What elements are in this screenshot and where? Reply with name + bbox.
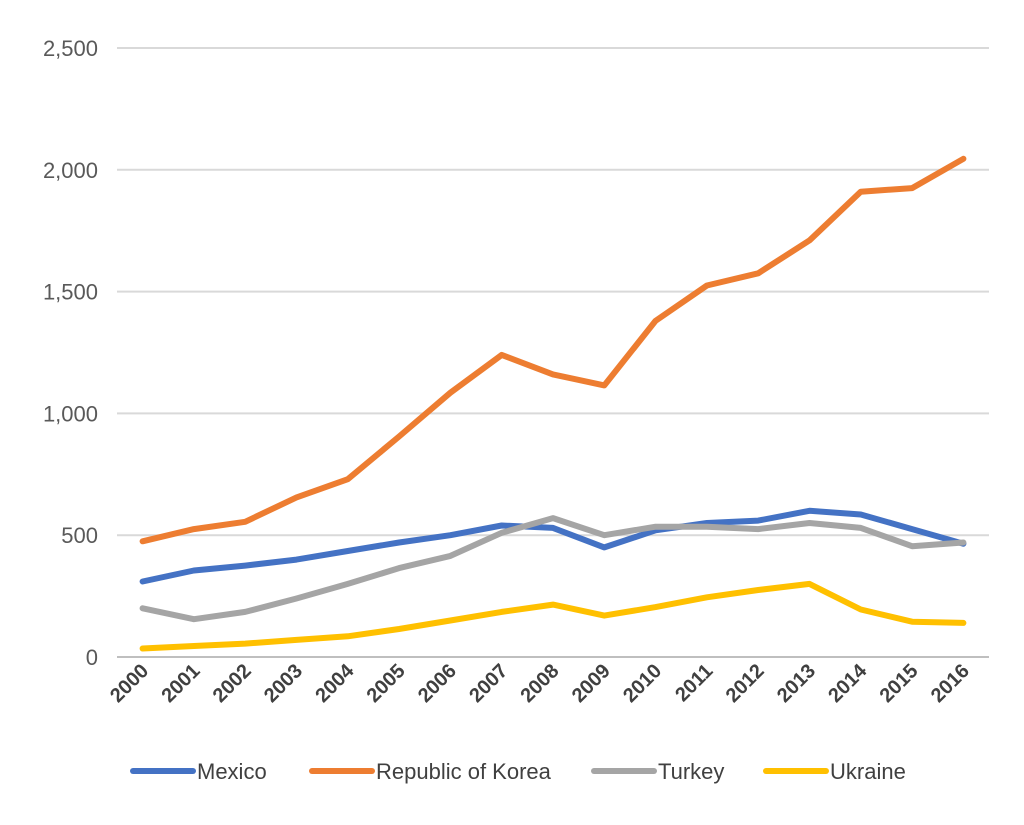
x-tick-label: 2012 bbox=[722, 660, 769, 707]
x-tick-label: 2013 bbox=[773, 660, 820, 707]
x-tick-label: 2009 bbox=[568, 660, 615, 707]
x-tick-label: 2007 bbox=[465, 660, 512, 707]
x-tick-label: 2001 bbox=[157, 660, 204, 707]
series-line-mexico bbox=[139, 507, 967, 585]
x-tick-label: 2003 bbox=[260, 660, 307, 707]
x-tick-label: 2005 bbox=[363, 660, 410, 707]
legend-label-ukraine: Ukraine bbox=[830, 759, 906, 784]
legend-label-turkey: Turkey bbox=[658, 759, 724, 784]
x-tick-label: 2002 bbox=[209, 660, 256, 707]
series-line-turkey bbox=[139, 515, 967, 623]
grid-lines bbox=[117, 47, 989, 658]
x-tick-label: 2016 bbox=[927, 660, 974, 707]
series-line-ukraine bbox=[139, 580, 967, 652]
y-tick-label: 2,000 bbox=[43, 158, 98, 183]
x-tick-label: 2014 bbox=[824, 659, 872, 707]
legend-label-republic-of-korea: Republic of Korea bbox=[376, 759, 552, 784]
x-tick-label: 2008 bbox=[517, 660, 564, 707]
series-lines bbox=[139, 155, 967, 652]
y-tick-label: 1,000 bbox=[43, 401, 98, 426]
x-tick-label: 2006 bbox=[414, 660, 461, 707]
x-tick-label: 2010 bbox=[619, 660, 666, 707]
x-tick-label: 2004 bbox=[311, 659, 359, 707]
x-tick-label: 2000 bbox=[106, 660, 153, 707]
y-tick-label: 1,500 bbox=[43, 280, 98, 305]
y-axis-ticks: 0 500 1,000 1,500 2,000 2,500 bbox=[43, 36, 98, 670]
y-tick-label: 2,500 bbox=[43, 36, 98, 61]
x-axis-ticks: 2000 2001 2002 2003 2004 2005 2006 2007 2008 2009… bbox=[106, 659, 974, 707]
x-tick-label: 2011 bbox=[671, 660, 717, 706]
legend-label-mexico: Mexico bbox=[197, 759, 267, 784]
y-tick-label: 500 bbox=[61, 523, 98, 548]
legend: Mexico Republic of Korea Turkey Ukraine bbox=[130, 759, 906, 784]
y-tick-label: 0 bbox=[86, 645, 98, 670]
x-tick-label: 2015 bbox=[876, 660, 923, 707]
series-line-republic-of-korea bbox=[139, 155, 967, 545]
